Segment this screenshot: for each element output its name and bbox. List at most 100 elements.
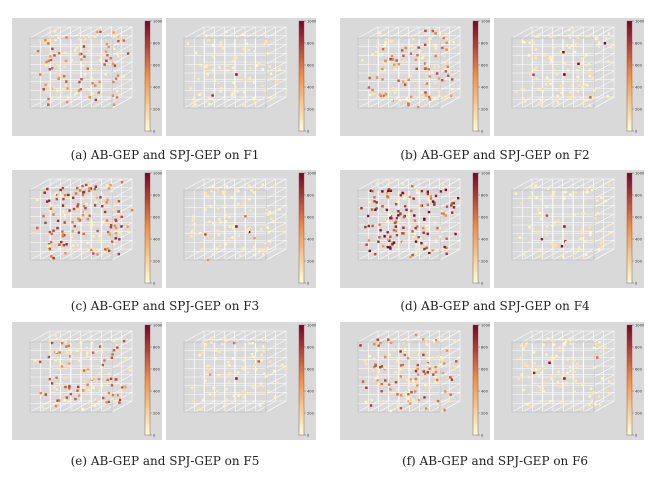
colorbar [298, 172, 305, 284]
scatter-point [113, 242, 116, 246]
scatter-point [580, 227, 583, 231]
scatter-point [395, 217, 398, 220]
scatter-point [551, 360, 554, 363]
scatter-point [367, 239, 371, 242]
scatter-point [408, 402, 412, 405]
scatter-point [260, 391, 263, 394]
scatter-point [275, 381, 279, 385]
scatter-point [71, 221, 74, 224]
scatter-point [550, 57, 553, 61]
scatter-point [233, 341, 236, 345]
scatter-point [255, 349, 258, 352]
scatter-points [31, 181, 134, 260]
scatter-point [434, 194, 438, 198]
scatter-point [402, 54, 405, 57]
scatter-point [244, 215, 247, 218]
scatter-point [44, 39, 47, 42]
scatter-point [371, 224, 374, 228]
scatter-point [520, 373, 524, 376]
scatter-point [63, 65, 66, 68]
scatter-point [106, 245, 110, 248]
scatter-point [189, 87, 192, 90]
scatter-point [540, 104, 543, 107]
scatter-point [433, 43, 436, 47]
scatter-point [116, 346, 119, 349]
scatter-point [415, 382, 418, 385]
scatter-point [85, 352, 89, 356]
scatter-point [379, 366, 382, 369]
scatter-point [534, 368, 538, 372]
scatter-point [599, 246, 602, 249]
scatter-point [46, 209, 50, 213]
scatter-point [434, 44, 437, 47]
scatter-point [528, 195, 531, 199]
scatter-point [221, 47, 225, 50]
scatter-point [98, 234, 101, 237]
scatter-point [598, 346, 601, 349]
scatter-point [110, 190, 113, 193]
scatter-point [441, 46, 444, 50]
scatter-point [68, 387, 71, 390]
scatter-point [401, 232, 404, 235]
scatter-point [455, 360, 458, 363]
colorbar-tick-label: 800 [481, 42, 489, 46]
scatter-point [415, 67, 418, 71]
scatter-point [212, 396, 216, 400]
scatter-point [535, 196, 538, 200]
scatter-point [366, 214, 370, 218]
scatter-point [404, 46, 407, 50]
scatter-point [593, 89, 596, 92]
scatter-point [64, 340, 67, 343]
scatter-point [111, 240, 114, 243]
scatter-point [413, 46, 416, 50]
scatter-point [262, 385, 265, 388]
scatter-point [409, 378, 412, 381]
scatter-point [68, 385, 71, 388]
scatter-point [84, 37, 87, 41]
scatter-point [582, 256, 585, 259]
scatter-point [401, 363, 405, 367]
scatter-point [563, 77, 566, 80]
scatter-point [219, 40, 222, 44]
colorbar-tick-label: 1000 [153, 172, 163, 176]
scatter-point [254, 356, 257, 359]
scatter-point [257, 360, 260, 363]
scatter-point [587, 34, 590, 38]
colorbar-tick-label: 400 [153, 238, 161, 242]
scatter-point [570, 95, 573, 99]
scatter-point [238, 254, 242, 257]
colorbar-tick-label: 600 [635, 64, 643, 68]
scatter-point [431, 29, 434, 33]
scatter-point [534, 184, 538, 187]
scatter-point [113, 203, 116, 206]
scatter-point [66, 352, 69, 355]
scatter-point [120, 181, 124, 184]
scatter-point [62, 197, 65, 201]
scatter-pair-a: 1000 800 600 400 200 0 1000 800 600 400 200 0 [12, 18, 316, 136]
scatter-point [47, 355, 51, 359]
scatter-point [118, 398, 122, 402]
scatter-point [206, 195, 209, 198]
scatter-point [370, 398, 373, 402]
scatter-point [55, 388, 58, 391]
scatter-point [536, 248, 539, 252]
scatter-point [211, 229, 214, 232]
scatter-point [561, 255, 565, 259]
scatter-point [588, 395, 591, 398]
scatter-point [386, 191, 389, 194]
scatter-point [94, 68, 97, 72]
scatter-point [238, 393, 241, 396]
scatter-point [434, 32, 437, 35]
scatter-point [232, 81, 235, 84]
scatter-point [549, 82, 552, 86]
scatter-point [424, 29, 427, 32]
scatter-point [439, 235, 442, 238]
scatter-point [76, 203, 80, 206]
colorbar-tick-label: 800 [481, 194, 489, 198]
scatter-point [262, 252, 265, 256]
scatter-point [585, 53, 588, 57]
caption-c: (c) AB-GEP and SPJ-GEP on F3 [70, 299, 260, 313]
scatter-point [431, 200, 435, 203]
scatter-point [533, 362, 536, 365]
colorbar [626, 20, 633, 132]
